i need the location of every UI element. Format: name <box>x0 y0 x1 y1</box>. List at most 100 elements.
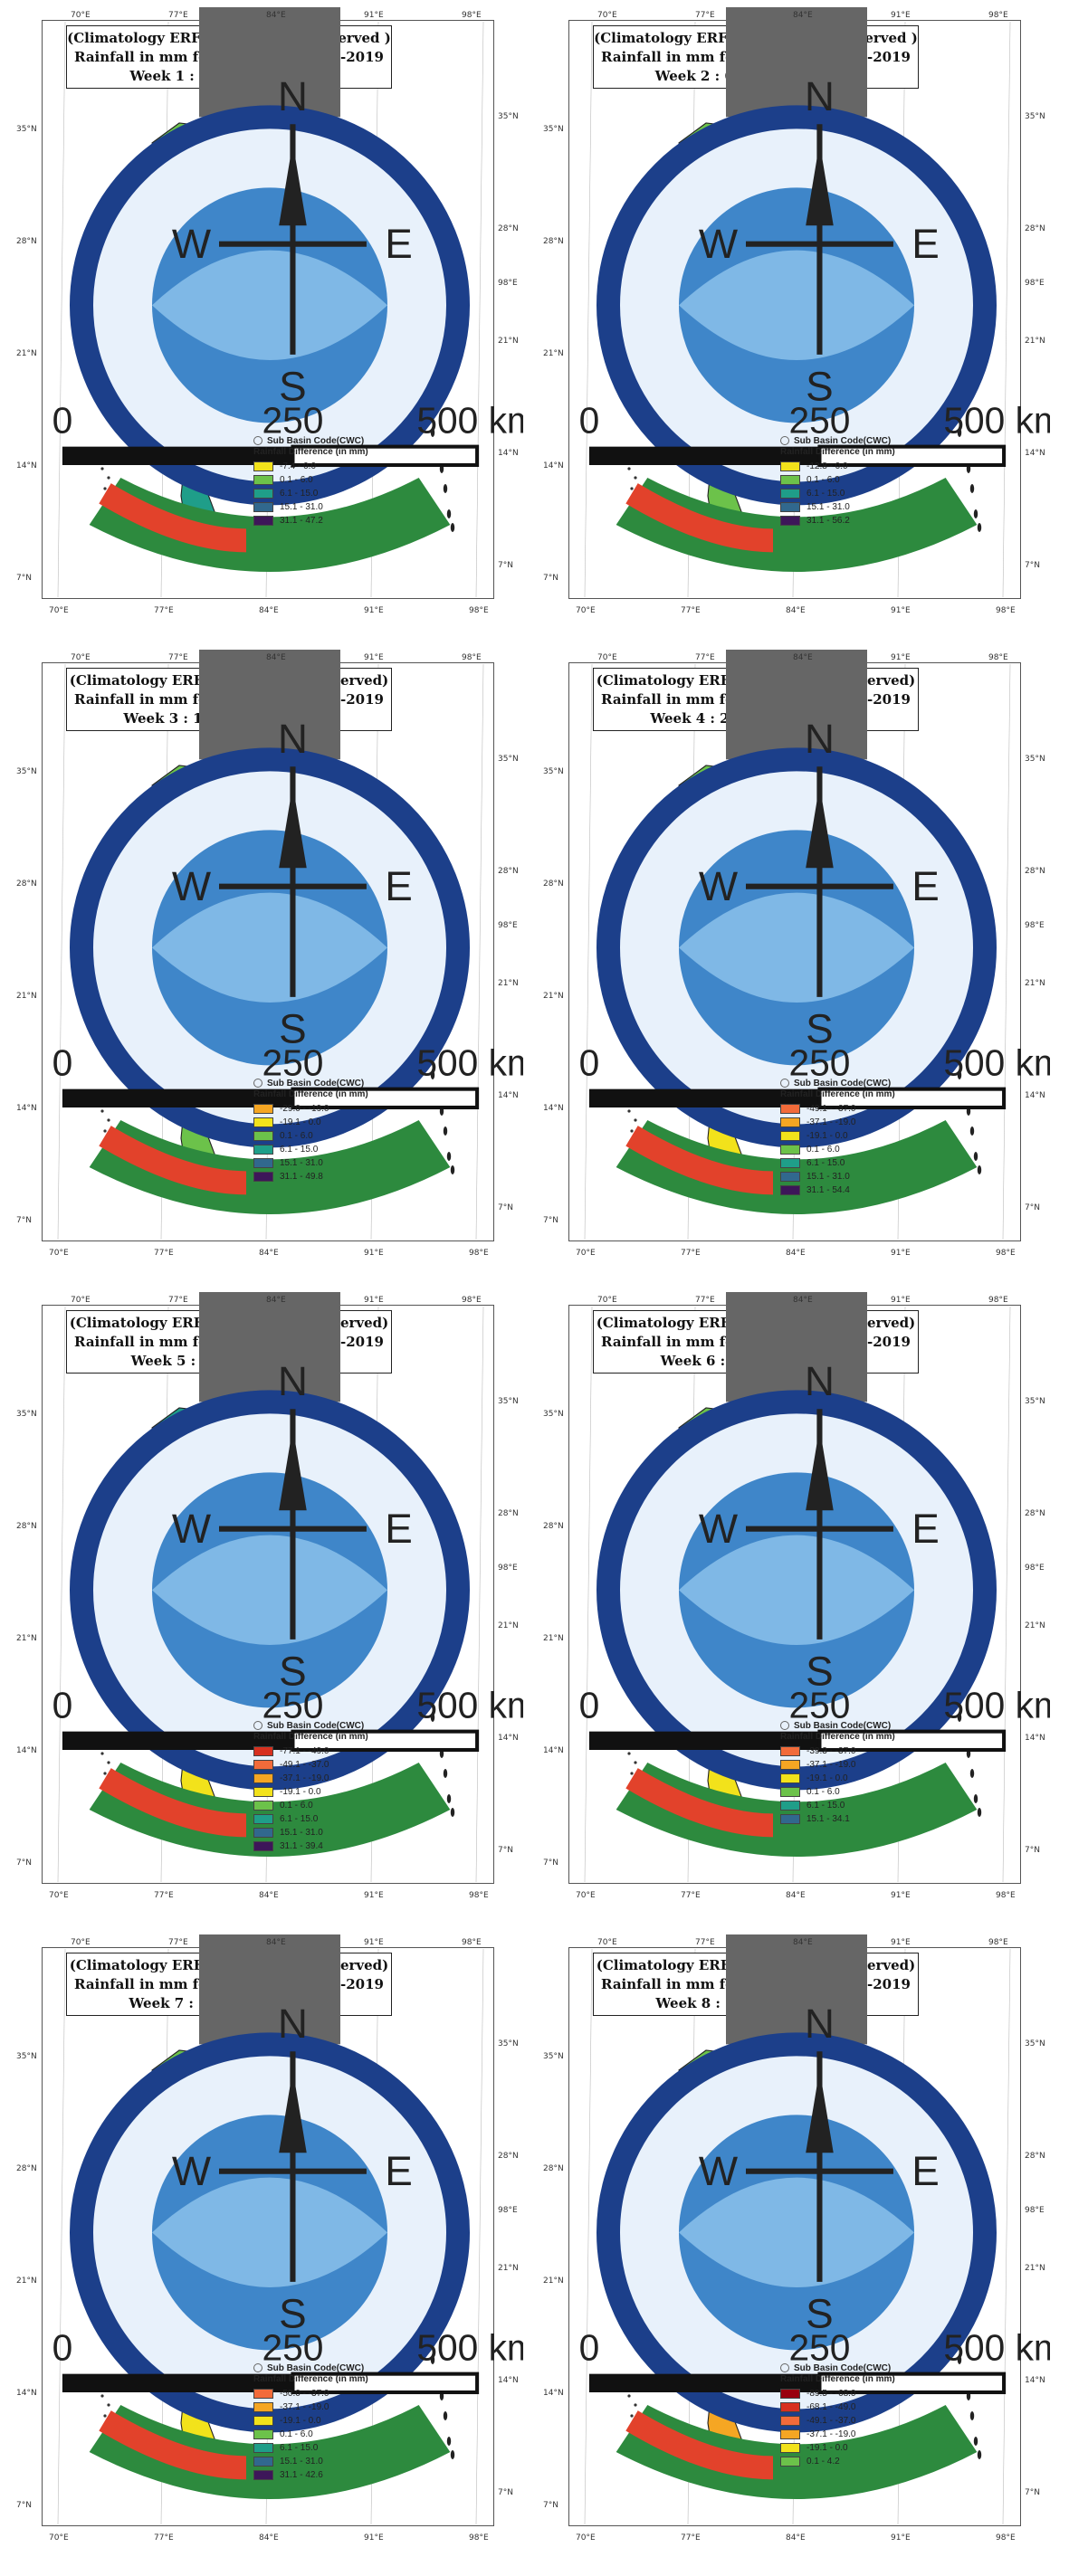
legend-title: Sub Basin Code(CWC) <box>253 2363 434 2373</box>
legend-label: -39.3 - -37.0 <box>807 1746 856 1756</box>
andaman-island-marker <box>450 2450 455 2459</box>
legend-title: Sub Basin Code(CWC) <box>253 1721 434 1731</box>
legend-item: 31.1 - 47.2 <box>253 514 434 528</box>
svg-text:S: S <box>279 2291 307 2337</box>
basin-marker-icon <box>780 1721 789 1731</box>
basin-marker-icon <box>253 2363 262 2373</box>
legend-item: -39.3 - -37.0 <box>780 1744 961 1758</box>
longitude-label: 84°E <box>786 1249 806 1258</box>
longitude-label: 91°E <box>891 1891 911 1900</box>
map-legend: Sub Basin Code(CWC) Rainfall Difference … <box>780 1721 961 1826</box>
longitude-label-top: 70°E <box>71 11 91 20</box>
legend-swatch <box>253 1172 273 1182</box>
legend-label: -49.1 - -37.0 <box>807 1104 856 1114</box>
legend-item: 6.1 - 15.0 <box>780 1156 961 1170</box>
longitude-label: 91°E <box>364 606 384 615</box>
latitude-label-left: 14°N <box>543 1104 564 1113</box>
map-panel-week-3: (Climatology ERF - Climatology observed)… <box>16 650 523 1261</box>
latitude-label-right: 14°N <box>1025 449 1045 458</box>
longitude-label-top: 98°E <box>988 11 1008 20</box>
lakshadweep-island-marker <box>103 1772 107 1775</box>
legend-item: 6.1 - 15.0 <box>253 1812 434 1826</box>
north-arrow-scale: N S E W 0 250 500 km <box>52 73 523 468</box>
legend-swatch <box>253 1760 273 1770</box>
legend-label: 0.1 - 6.0 <box>280 2429 313 2439</box>
legend-label: 15.1 - 31.0 <box>807 502 850 512</box>
latitude-label-left: 7°N <box>16 574 32 583</box>
longitude-label: 70°E <box>49 2533 69 2543</box>
lakshadweep-island-marker <box>107 476 110 480</box>
svg-text:0: 0 <box>579 2326 600 2368</box>
svg-text:0: 0 <box>52 1041 73 1083</box>
lakshadweep-island-marker <box>634 476 637 480</box>
latitude-label-left: 35°N <box>543 125 564 134</box>
legend-swatch <box>780 1117 800 1127</box>
legend-item: -19.1 - 0.0 <box>253 1785 434 1799</box>
latitude-label-left: 35°N <box>16 1410 37 1419</box>
longitude-label-top: 84°E <box>266 1938 286 1947</box>
latitude-label-right: 21°N <box>1025 2264 1045 2273</box>
legend-subtitle: Rainfall Difference (in mm) <box>780 2374 895 2384</box>
longitude-label-right: 98°E <box>1025 1564 1045 1573</box>
basin-marker-icon <box>253 436 262 446</box>
longitude-label-top: 84°E <box>266 1296 286 1305</box>
legend-swatch <box>253 2402 273 2412</box>
latitude-label-left: 14°N <box>16 1104 37 1113</box>
longitude-label-top: 77°E <box>168 1296 188 1305</box>
longitude-label-right: 98°E <box>498 279 518 288</box>
legend-item: 0.1 - 6.0 <box>253 1799 434 1812</box>
lakshadweep-island-marker <box>100 1109 104 1113</box>
legend-item: 6.1 - 15.0 <box>780 487 961 500</box>
legend-label: -37.1 - -19.0 <box>807 1760 856 1770</box>
latitude-label-left: 21°N <box>16 1634 37 1643</box>
legend-swatch <box>253 2389 273 2399</box>
legend-subtitle: Rainfall Difference (in mm) <box>253 447 368 457</box>
latitude-label-right: 14°N <box>1025 2376 1045 2385</box>
svg-text:N: N <box>805 1358 835 1404</box>
longitude-label-top: 70°E <box>597 1938 617 1947</box>
legend-item: 0.1 - 4.2 <box>780 2455 961 2468</box>
latitude-label-left: 7°N <box>543 1216 558 1225</box>
legend-swatch <box>780 1814 800 1824</box>
legend-item: -68.1 - -49.0 <box>780 2400 961 2414</box>
svg-text:E: E <box>385 863 413 909</box>
svg-text:W: W <box>172 1506 212 1552</box>
legend-swatch <box>253 502 273 512</box>
svg-text:500 km: 500 km <box>416 1041 523 1083</box>
graticule-line <box>57 1306 66 1883</box>
lakshadweep-island-marker <box>630 1129 634 1133</box>
legend-item: -37.1 - -19.0 <box>780 1758 961 1772</box>
svg-text:E: E <box>912 2148 940 2194</box>
latitude-label-right: 7°N <box>1025 561 1040 570</box>
legend-label: 0.1 - 6.0 <box>807 475 840 485</box>
map-legend: Sub Basin Code(CWC) Rainfall Difference … <box>253 436 434 528</box>
longitude-label-top: 98°E <box>462 1296 482 1305</box>
andaman-island-marker <box>443 2411 448 2420</box>
graticule-line <box>1002 663 1011 1240</box>
latitude-label-left: 35°N <box>543 2052 564 2061</box>
legend-swatch <box>780 1172 800 1182</box>
legend-label: 0.1 - 6.0 <box>807 1145 840 1155</box>
legend-swatch <box>253 1158 273 1168</box>
svg-text:W: W <box>699 863 739 909</box>
longitude-label-top: 98°E <box>988 1938 1008 1947</box>
latitude-label-left: 7°N <box>543 2501 558 2510</box>
legend-item: -19.1 - 0.0 <box>780 2441 961 2455</box>
longitude-label: 98°E <box>469 2533 489 2543</box>
legend-label: -7.4 - 0.0 <box>280 461 317 471</box>
andaman-island-marker <box>973 509 978 518</box>
svg-text:500 km: 500 km <box>943 2326 1050 2368</box>
andaman-island-marker <box>450 523 455 532</box>
legend-item: 31.1 - 39.4 <box>253 1839 434 1853</box>
lakshadweep-island-marker <box>630 2414 634 2418</box>
longitude-label-top: 77°E <box>695 1296 715 1305</box>
lakshadweep-island-marker <box>634 2403 637 2407</box>
north-arrow-scale: N S E W 0 250 500 km <box>579 73 1050 468</box>
lakshadweep-island-marker <box>627 1109 631 1113</box>
longitude-label-top: 98°E <box>462 11 482 20</box>
svg-text:N: N <box>278 716 308 762</box>
graticule-line <box>584 663 593 1240</box>
graticule-line <box>475 663 484 1240</box>
map-legend: Sub Basin Code(CWC) Rainfall Difference … <box>780 2363 961 2468</box>
svg-text:250: 250 <box>262 399 323 441</box>
